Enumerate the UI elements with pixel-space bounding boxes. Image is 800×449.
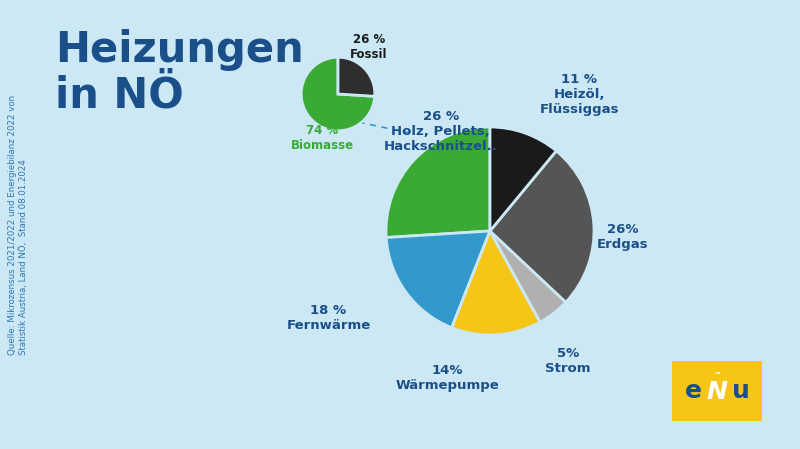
Text: N: N [706, 380, 727, 404]
Wedge shape [490, 127, 556, 231]
Text: 26 %
Holz, Pellets,
Hackschnitzel..: 26 % Holz, Pellets, Hackschnitzel.. [384, 110, 498, 153]
Text: 74 %
Biomasse: 74 % Biomasse [291, 124, 354, 152]
FancyBboxPatch shape [672, 361, 762, 421]
Text: ˜: ˜ [713, 371, 721, 387]
Wedge shape [338, 57, 374, 97]
Text: u: u [732, 379, 750, 403]
Wedge shape [302, 57, 374, 131]
Text: 26%
Erdgas: 26% Erdgas [597, 223, 649, 251]
Text: 5%
Strom: 5% Strom [546, 347, 590, 375]
Wedge shape [490, 231, 566, 322]
Text: 18 %
Fernwärme: 18 % Fernwärme [286, 304, 370, 332]
Text: Quelle: Mikrozensus 2021/2022 und Energiebilanz 2022 von
Statistik Austria, Land: Quelle: Mikrozensus 2021/2022 und Energi… [8, 95, 28, 355]
Text: 26 %
Fossil: 26 % Fossil [350, 33, 388, 62]
Text: e: e [685, 379, 702, 403]
Text: 14%
Wärmepumpe: 14% Wärmepumpe [395, 365, 499, 392]
Text: in NÖ: in NÖ [55, 74, 184, 116]
Wedge shape [386, 127, 490, 238]
Text: Heizungen: Heizungen [55, 29, 304, 71]
Text: 11 %
Heizöl,
Flüssiggas: 11 % Heizöl, Flüssiggas [539, 72, 619, 115]
Wedge shape [490, 151, 594, 302]
Wedge shape [452, 231, 540, 335]
Wedge shape [386, 231, 490, 328]
